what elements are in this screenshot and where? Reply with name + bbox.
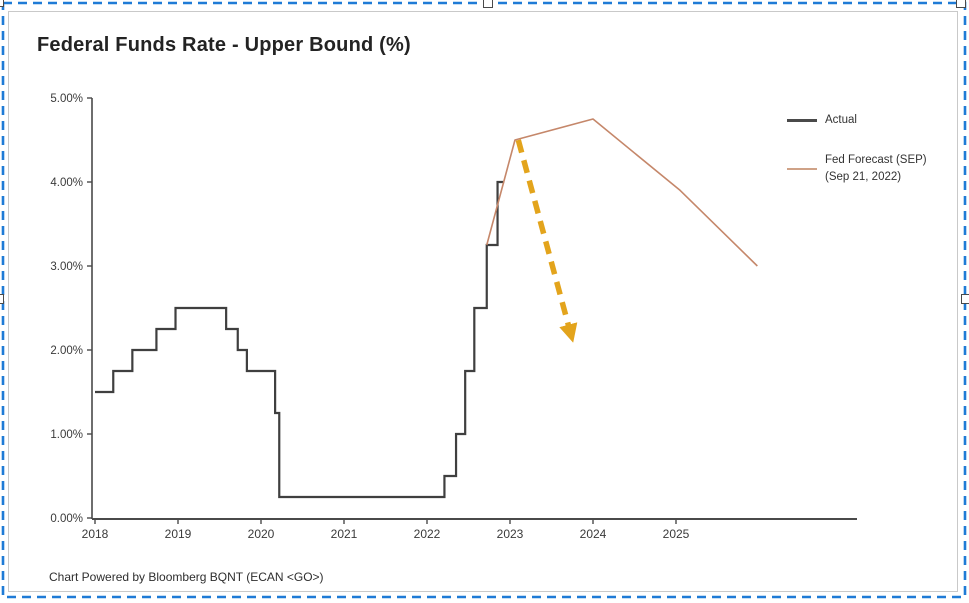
x-tick-label: 2023 [497,527,524,541]
selection-handle-top-left[interactable] [0,0,4,7]
selection-handle-top-center[interactable] [483,0,493,8]
y-tick-label: 3.00% [50,261,83,273]
y-tick-label: 5.00% [50,93,83,105]
forecast-series-line [485,118,758,267]
y-tick-label: 0.00% [50,513,83,525]
market-expectation-arrow [515,139,578,343]
x-tick-label: 2021 [331,527,358,541]
x-tick-label: 2019 [165,527,192,541]
actual-series-line [95,180,505,499]
x-tick-label: 2024 [580,527,607,541]
selection-handle-top-right[interactable] [956,0,966,8]
y-tick-label: 1.00% [50,429,83,441]
y-tick-label: 2.00% [50,345,83,357]
x-tick-label: 2018 [82,527,109,541]
x-tick-label: 2020 [248,527,275,541]
x-tick-label: 2022 [414,527,441,541]
y-tick-label: 4.00% [50,177,83,189]
x-tick-label: 2025 [663,527,690,541]
selection-handle-left-center[interactable] [0,294,4,304]
selection-handle-right-center[interactable] [961,294,969,304]
